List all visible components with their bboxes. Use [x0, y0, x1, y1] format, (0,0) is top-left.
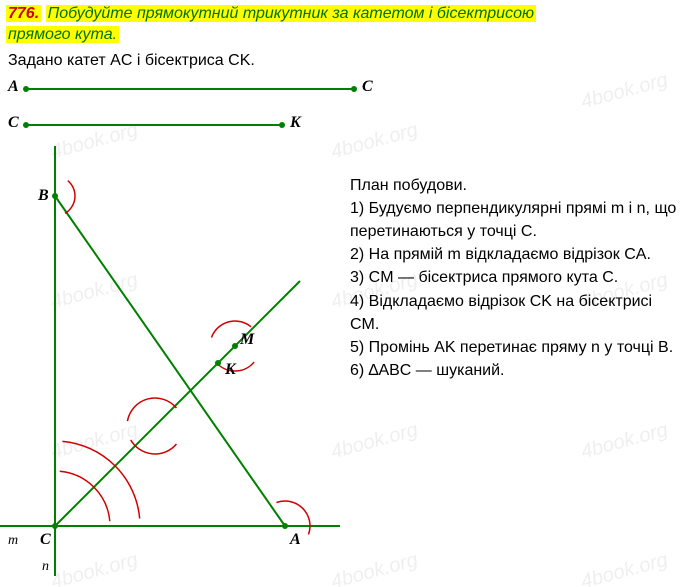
svg-text:A: A — [289, 531, 301, 548]
given-text: Задано катет AC і бісектриса CK. — [0, 50, 695, 72]
plan-step: 2) На прямій m відкладаємо відрізок CA. — [350, 243, 685, 266]
problem-number: 776. — [6, 5, 41, 22]
svg-text:n: n — [42, 559, 49, 574]
problem-text-1: Побудуйте прямокутний трикутник за катет… — [46, 5, 536, 22]
plan-step: 3) CM — бісектриса прямого кута C. — [350, 266, 685, 289]
plan-title: План побудови. — [350, 174, 685, 197]
plan-step: 6) ∆ABC — шуканий. — [350, 359, 685, 382]
problem-text-2: прямого кута. — [6, 26, 119, 43]
plan-step: 1) Будуємо перпендикулярні прямі m і n, … — [350, 197, 685, 243]
svg-text:K: K — [224, 361, 237, 378]
svg-text:C: C — [40, 531, 51, 548]
given-segments: ACCK — [0, 76, 695, 146]
problem-header: 776. Побудуйте прямокутний трикутник за … — [0, 0, 695, 50]
plan-step: 4) Відкладаємо відрізок CK на бісектрисі… — [350, 290, 685, 336]
construction-diagram: C A B KMm n — [0, 146, 340, 576]
svg-text:m: m — [8, 533, 18, 548]
svg-text:B: B — [37, 187, 49, 204]
plan-step: 5) Промінь AK перетинає пряму n у точці … — [350, 336, 685, 359]
construction-plan: План побудови. 1) Будуємо перпендикулярн… — [340, 146, 695, 576]
svg-text:M: M — [239, 331, 255, 348]
